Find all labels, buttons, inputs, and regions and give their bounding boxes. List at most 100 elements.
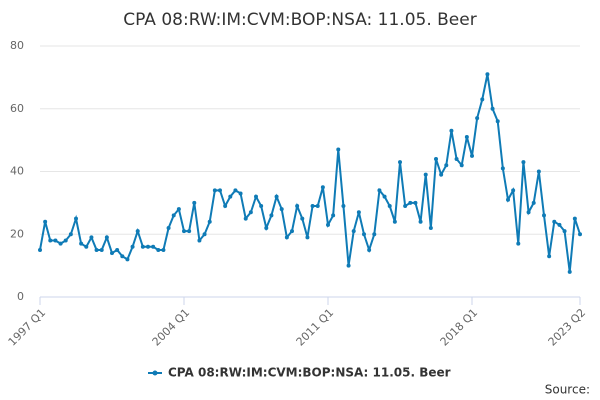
point xyxy=(362,232,366,237)
point xyxy=(506,197,510,202)
point xyxy=(511,188,516,193)
point xyxy=(48,238,53,243)
point xyxy=(161,247,166,252)
x-tick-label: 1997 Q1 xyxy=(6,306,49,349)
point xyxy=(79,241,84,246)
point xyxy=(104,235,109,240)
point xyxy=(305,235,310,240)
point xyxy=(536,169,541,174)
point xyxy=(444,163,449,168)
point xyxy=(238,191,243,196)
point xyxy=(74,216,78,221)
point xyxy=(176,207,181,212)
point xyxy=(578,232,582,237)
point xyxy=(300,216,305,221)
point xyxy=(243,216,248,221)
y-tick-label: 0 xyxy=(17,290,24,303)
point xyxy=(135,229,140,234)
x-tick-label: 2004 Q1 xyxy=(150,306,193,349)
point xyxy=(284,235,289,240)
point xyxy=(295,204,300,209)
point xyxy=(470,153,474,158)
point xyxy=(115,247,120,252)
point xyxy=(228,194,233,199)
y-tick-label: 80 xyxy=(10,39,24,52)
point xyxy=(151,244,156,249)
point xyxy=(408,200,413,205)
point xyxy=(202,232,207,237)
y-tick-label: 60 xyxy=(10,102,24,115)
point xyxy=(326,222,330,227)
point xyxy=(423,172,428,177)
point xyxy=(439,172,444,177)
point xyxy=(516,241,521,246)
point xyxy=(166,225,171,230)
point xyxy=(212,188,217,193)
point xyxy=(130,244,135,249)
point xyxy=(351,229,356,234)
point xyxy=(336,147,341,152)
point xyxy=(233,188,238,193)
point xyxy=(89,235,94,240)
point xyxy=(94,247,99,252)
point xyxy=(146,244,150,249)
point xyxy=(557,222,562,227)
point xyxy=(454,156,459,161)
point xyxy=(377,188,382,193)
point xyxy=(485,72,490,77)
point xyxy=(572,216,577,221)
y-tick-label: 20 xyxy=(10,227,24,240)
point xyxy=(125,257,130,262)
point xyxy=(84,244,89,249)
point xyxy=(218,188,222,193)
point xyxy=(254,194,258,199)
point xyxy=(279,207,284,212)
point xyxy=(43,219,48,224)
point xyxy=(562,229,567,234)
point xyxy=(367,247,372,252)
x-tick-label: 2023 Q2 xyxy=(546,306,589,349)
legend-marker xyxy=(152,370,158,376)
point xyxy=(171,213,176,218)
point xyxy=(223,204,228,209)
point xyxy=(490,106,495,111)
point xyxy=(449,128,454,133)
point xyxy=(459,163,464,168)
point xyxy=(197,238,202,243)
point xyxy=(418,219,423,224)
point xyxy=(140,244,145,249)
point xyxy=(264,225,269,230)
point xyxy=(274,194,279,199)
point xyxy=(387,204,392,209)
x-tick-label: 2018 Q1 xyxy=(438,306,481,349)
point xyxy=(464,134,469,139)
point xyxy=(58,241,63,246)
point xyxy=(38,247,42,252)
point xyxy=(53,238,58,243)
point xyxy=(341,204,346,209)
y-tick-label: 40 xyxy=(10,165,24,178)
point xyxy=(434,156,438,161)
chart-title: CPA 08:RW:IM:CVM:BOP:NSA: 11.05. Beer xyxy=(123,10,476,30)
point xyxy=(382,194,387,199)
point xyxy=(269,213,274,218)
point xyxy=(315,204,320,209)
point xyxy=(567,269,572,274)
point xyxy=(542,213,546,218)
point xyxy=(320,185,325,190)
point xyxy=(192,200,197,205)
point xyxy=(398,160,402,165)
point xyxy=(63,238,68,243)
point xyxy=(120,254,125,259)
legend-label: CPA 08:RW:IM:CVM:BOP:NSA: 11.05. Beer xyxy=(168,366,451,380)
point xyxy=(521,160,526,165)
point xyxy=(99,247,104,252)
point xyxy=(428,225,433,230)
point xyxy=(403,204,408,209)
point xyxy=(547,254,552,259)
point xyxy=(207,219,212,224)
source: Source: xyxy=(545,383,590,397)
point xyxy=(290,229,294,234)
point xyxy=(248,210,253,215)
